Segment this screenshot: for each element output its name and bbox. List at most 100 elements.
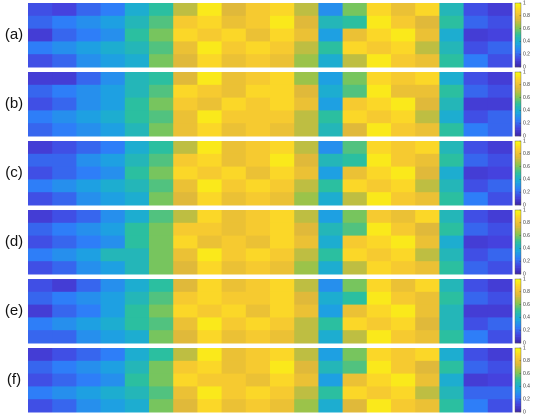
heat-cell bbox=[463, 141, 489, 155]
heat-cell bbox=[270, 141, 295, 155]
heat-cell bbox=[149, 222, 174, 237]
heat-cell bbox=[100, 386, 126, 400]
colorbar-segment bbox=[515, 311, 521, 313]
heat-cell bbox=[76, 28, 102, 42]
colorbar-segment bbox=[515, 171, 521, 174]
heat-cell bbox=[439, 97, 465, 111]
heat-cell bbox=[245, 3, 271, 17]
heat-cell bbox=[415, 153, 440, 168]
heat-cell bbox=[197, 222, 223, 237]
colorbar-segment bbox=[515, 160, 521, 163]
heat-cell bbox=[415, 84, 440, 99]
heat-cell bbox=[76, 386, 102, 400]
heat-cell bbox=[221, 248, 247, 262]
heat-cell bbox=[221, 84, 247, 99]
heat-cell bbox=[270, 123, 295, 137]
heat-cell bbox=[124, 97, 150, 111]
heat-cell bbox=[76, 15, 102, 30]
colorbar-segment bbox=[515, 226, 521, 228]
colorbar-tick-label: 0.8 bbox=[523, 151, 530, 157]
heat-cell bbox=[342, 210, 368, 224]
heat-cell bbox=[270, 222, 295, 237]
heat-cell bbox=[221, 291, 247, 306]
heat-cell bbox=[245, 399, 271, 413]
colorbar-segment bbox=[515, 376, 521, 379]
colorbar-segment bbox=[515, 349, 521, 352]
heat-cell bbox=[52, 3, 77, 17]
heat-cell bbox=[28, 222, 53, 237]
heat-cell bbox=[52, 373, 77, 387]
heat-cell bbox=[270, 210, 295, 224]
heat-cell bbox=[52, 235, 77, 249]
heat-cell bbox=[28, 179, 53, 193]
heat-cell bbox=[391, 72, 416, 86]
heat-cell bbox=[342, 399, 368, 413]
heat-cell bbox=[149, 192, 174, 206]
heat-cell bbox=[76, 348, 102, 362]
heat-cell bbox=[76, 97, 102, 111]
heat-cell bbox=[221, 261, 247, 275]
heat-cell bbox=[76, 141, 102, 155]
heat-cell bbox=[439, 399, 465, 413]
heat-cell bbox=[487, 291, 513, 306]
heat-cell bbox=[391, 123, 416, 137]
heat-cell bbox=[149, 291, 174, 306]
heat-cell bbox=[487, 166, 513, 180]
heat-cell bbox=[28, 317, 53, 331]
heat-cell bbox=[439, 84, 465, 99]
heat-cell bbox=[173, 141, 198, 155]
heat-cell bbox=[76, 54, 102, 68]
heat-cell bbox=[487, 192, 513, 206]
heat-cell bbox=[124, 84, 150, 99]
heat-cell bbox=[197, 248, 223, 262]
colorbar-segment bbox=[515, 364, 521, 366]
colorbar-segment bbox=[515, 33, 521, 36]
heat-cell bbox=[173, 166, 198, 180]
heat-cell bbox=[221, 141, 247, 155]
heat-cell bbox=[124, 28, 150, 42]
colorbar-segment bbox=[515, 328, 521, 331]
heat-cell bbox=[294, 261, 319, 275]
colorbar-segment bbox=[515, 331, 521, 334]
heat-cell bbox=[28, 141, 53, 155]
heat-cell bbox=[463, 210, 489, 224]
colorbar-segment bbox=[515, 227, 521, 230]
heat-cell bbox=[391, 54, 416, 68]
colorbar-segment bbox=[515, 124, 521, 127]
heat-cell bbox=[342, 84, 368, 99]
heat-cell bbox=[415, 386, 440, 400]
heat-cell bbox=[463, 279, 489, 293]
heat-cell bbox=[391, 97, 416, 111]
colorbar-segment bbox=[515, 250, 521, 252]
colorbar-segment bbox=[515, 145, 521, 148]
colorbar-segment bbox=[515, 216, 521, 219]
heat-cell bbox=[149, 386, 174, 400]
heat-cell bbox=[28, 84, 53, 99]
heat-cell bbox=[415, 54, 440, 68]
colorbar-segment bbox=[515, 46, 521, 49]
heat-cell bbox=[415, 166, 440, 180]
heat-cell bbox=[76, 248, 102, 262]
colorbar-segment bbox=[515, 51, 521, 53]
heat-cell bbox=[197, 72, 223, 86]
heat-cell bbox=[100, 97, 126, 111]
heat-cell bbox=[197, 291, 223, 306]
colorbar-segment bbox=[515, 230, 521, 233]
heat-cell bbox=[439, 110, 465, 124]
heat-cell bbox=[124, 386, 150, 400]
colorbar-segment bbox=[515, 399, 521, 402]
heat-cell bbox=[197, 166, 223, 180]
colorbar-segment bbox=[515, 367, 521, 370]
colorbar-segment bbox=[515, 195, 521, 198]
colorbar-tick-label: 0.2 bbox=[523, 52, 530, 58]
heat-cell bbox=[173, 222, 198, 237]
heat-cell bbox=[76, 304, 102, 318]
heat-cell bbox=[463, 153, 489, 168]
heat-cell bbox=[221, 222, 247, 237]
heat-cell bbox=[124, 373, 150, 387]
heat-cell bbox=[439, 235, 465, 249]
heat-cell bbox=[318, 291, 344, 306]
heat-cell bbox=[391, 222, 416, 237]
heat-cell bbox=[366, 54, 392, 68]
colorbar-tick-label: 0.6 bbox=[523, 26, 530, 32]
